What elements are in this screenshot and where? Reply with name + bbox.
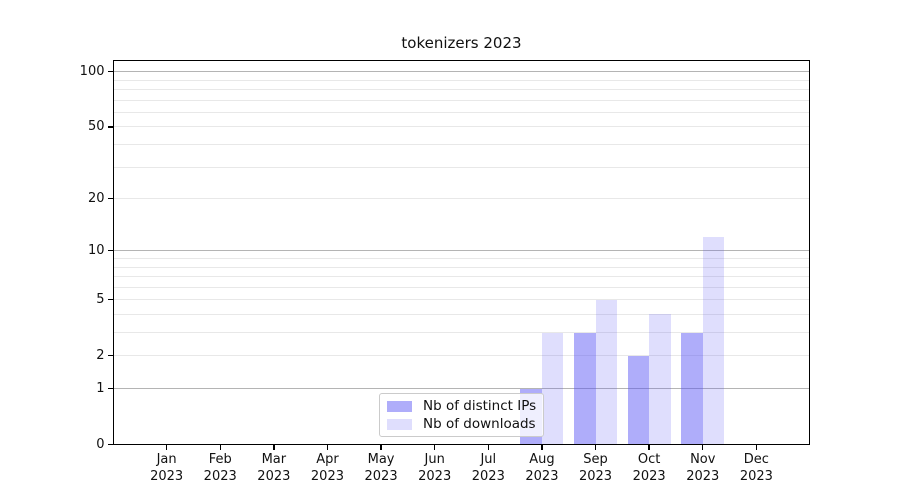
x-tick-label: Nov 2023: [686, 452, 720, 484]
x-tick-label: Sep 2023: [578, 452, 613, 484]
y-tick-label: 5: [96, 291, 105, 307]
legend-label-distinct-ips: Nb of distinct IPs: [423, 398, 537, 414]
gridline-minor: [113, 126, 810, 128]
x-tick-mark: [219, 445, 221, 450]
x-tick-label: Aug 2023: [525, 452, 559, 484]
bar-downloads: [702, 237, 725, 445]
chart-title: tokenizers 2023: [401, 34, 522, 52]
gridline-minor: [113, 79, 810, 81]
x-tick-label: Apr 2023: [310, 452, 344, 484]
legend-item-distinct-ips: Nb of distinct IPs: [387, 398, 537, 414]
x-tick-mark: [755, 445, 758, 450]
bar-downloads: [541, 332, 564, 445]
x-tick-mark: [273, 445, 275, 450]
y-tick-label: 10: [87, 242, 105, 258]
gridline-major: [113, 250, 810, 252]
bar-distinct-ips: [627, 355, 650, 445]
y-tick-mark: [107, 299, 113, 301]
x-tick-label: May 2023: [364, 452, 398, 484]
y-tick-label: 0: [96, 436, 105, 452]
x-tick-mark: [326, 445, 329, 450]
y-tick-mark: [107, 355, 113, 357]
gridline-minor: [113, 198, 810, 200]
x-tick-mark: [541, 445, 543, 450]
gridline-minor: [113, 111, 810, 113]
x-tick-mark: [380, 445, 382, 450]
legend: Nb of distinct IPs Nb of downloads: [379, 393, 544, 437]
x-tick-label: Dec 2023: [739, 452, 773, 484]
gridline-minor: [113, 89, 810, 91]
gridline-major: [113, 388, 810, 389]
y-tick-label: 20: [87, 190, 105, 206]
gridline-minor: [113, 258, 810, 259]
y-tick-label: 1: [96, 380, 105, 396]
gridline-major: [113, 71, 810, 73]
legend-item-downloads: Nb of downloads: [387, 416, 536, 432]
x-tick-mark: [702, 445, 704, 450]
x-tick-label: Jan 2023: [150, 452, 184, 484]
x-tick-label: Jul 2023: [471, 452, 505, 484]
x-tick-label: Feb 2023: [203, 452, 237, 484]
y-tick-mark: [107, 387, 113, 390]
x-tick-mark: [165, 445, 168, 450]
gridline-minor: [113, 144, 810, 146]
y-tick-label: 50: [87, 118, 105, 134]
bar-downloads: [649, 314, 671, 445]
y-tick-mark: [107, 250, 113, 252]
gridline-minor: [113, 99, 810, 101]
plot-area: [113, 60, 810, 445]
x-tick-mark: [433, 445, 436, 450]
y-tick-label: 2: [96, 347, 105, 363]
legend-swatch-downloads: [387, 418, 412, 430]
x-tick-mark: [594, 445, 597, 450]
gridline-minor: [113, 266, 810, 268]
y-tick-label: 100: [79, 63, 105, 79]
gridline-minor: [113, 332, 810, 334]
x-tick-label: Jun 2023: [418, 452, 452, 484]
legend-label-downloads: Nb of downloads: [423, 416, 536, 432]
x-tick-label: Oct 2023: [632, 452, 666, 484]
gridline-minor: [113, 286, 810, 288]
x-tick-mark: [648, 445, 650, 450]
y-tick-mark: [107, 197, 113, 200]
legend-swatch-distinct-ips: [387, 400, 412, 412]
x-tick-mark: [487, 445, 489, 450]
gridline-minor: [113, 299, 810, 301]
y-tick-mark: [107, 126, 113, 128]
y-tick-mark: [107, 70, 113, 73]
x-tick-label: Mar 2023: [257, 452, 291, 484]
gridline-minor: [113, 355, 810, 357]
y-tick-mark: [107, 443, 113, 446]
bar-distinct-ips: [681, 332, 703, 445]
gridline-minor: [113, 313, 810, 315]
gridline-minor: [113, 276, 810, 278]
bar-downloads: [595, 299, 618, 445]
gridline-minor: [113, 166, 810, 168]
bar-distinct-ips: [574, 332, 596, 445]
